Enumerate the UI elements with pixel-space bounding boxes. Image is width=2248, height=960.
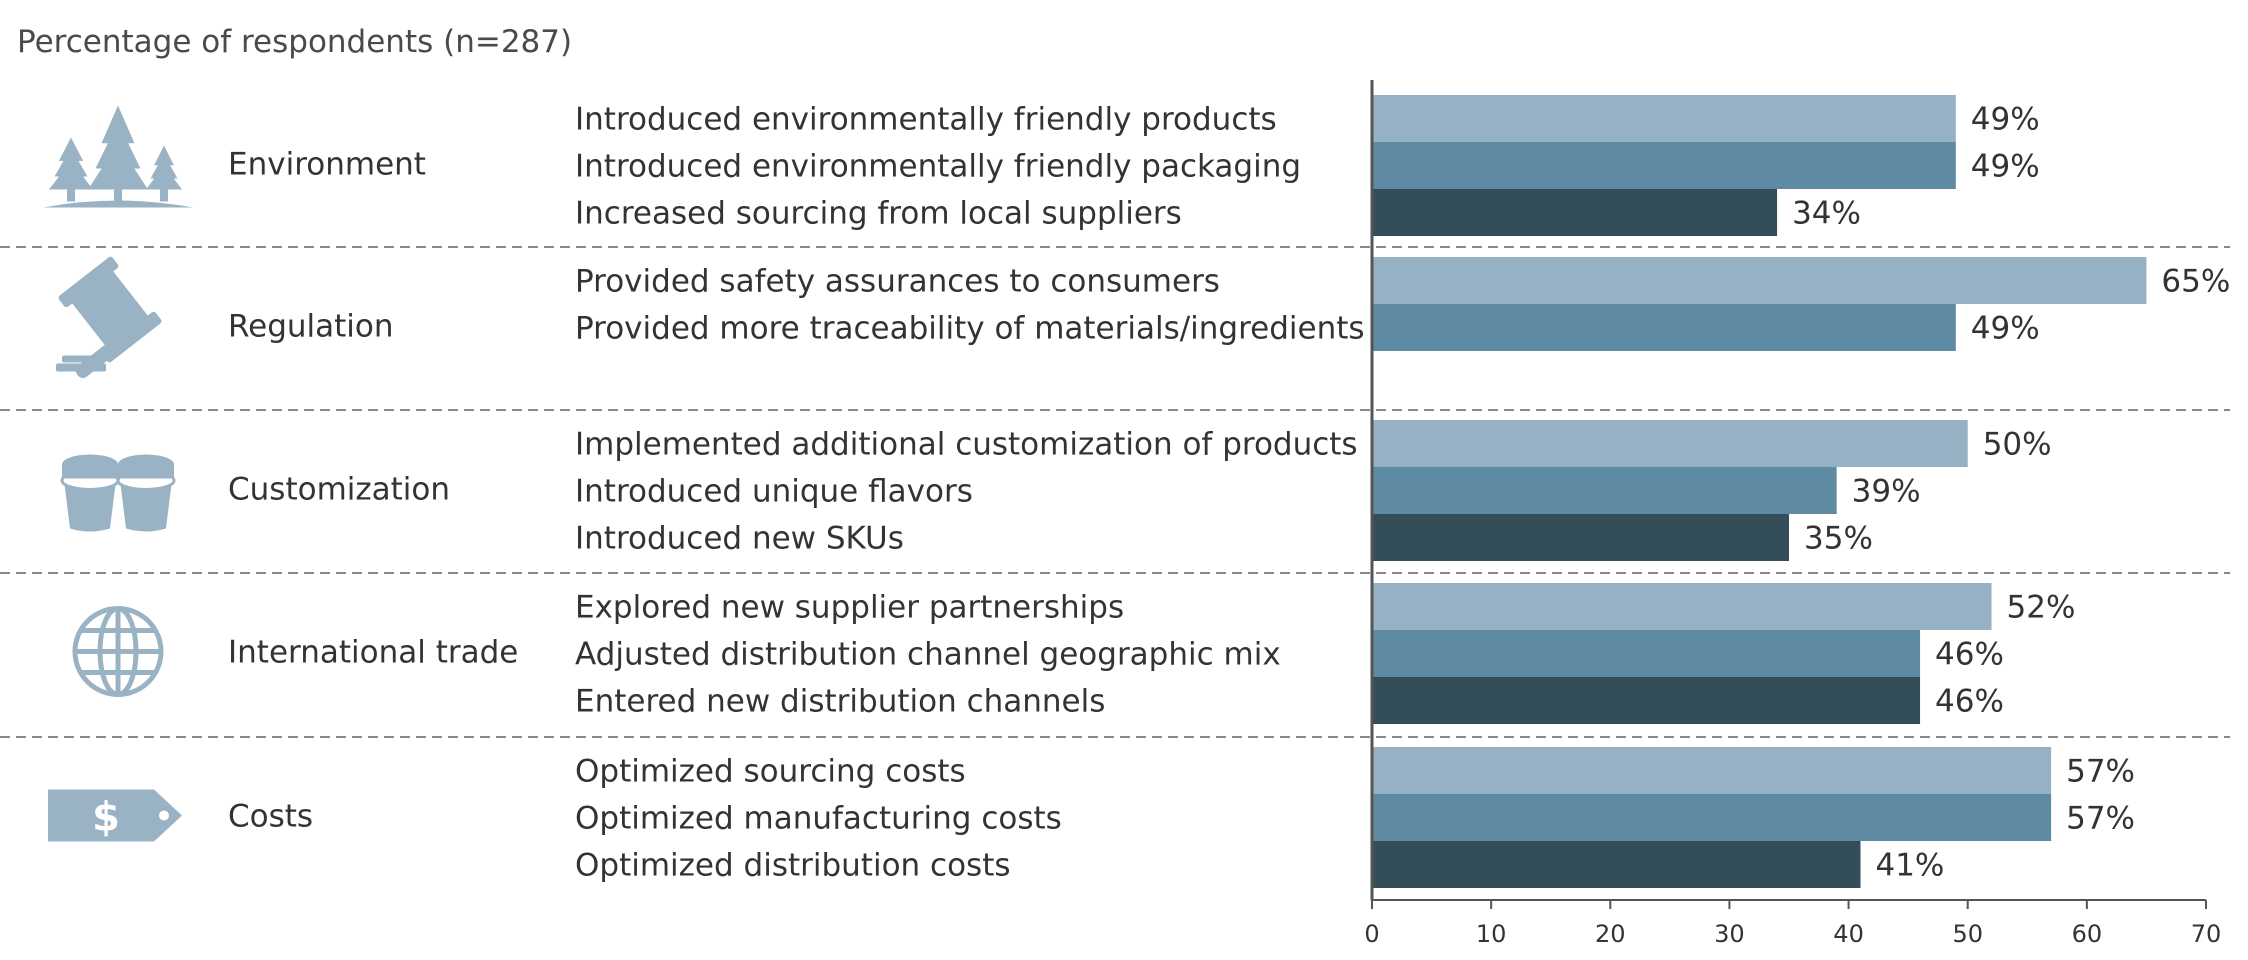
value-label: 39%: [1852, 474, 1921, 510]
bar: [1372, 95, 1956, 142]
x-tick-label: 10: [1476, 920, 1507, 948]
bar: [1372, 467, 1837, 514]
bar: [1372, 630, 1921, 677]
value-label: 46%: [1935, 637, 2004, 673]
item-label: Introduced environmentally friendly pack…: [575, 149, 1301, 185]
category-label: Customization: [228, 472, 450, 508]
bar: [1372, 677, 1921, 724]
value-label: 52%: [2007, 590, 2076, 626]
chart-subtitle: Percentage of respondents (n=287): [17, 24, 573, 60]
bar: [1372, 304, 1956, 351]
value-label: 35%: [1804, 521, 1873, 557]
category-label: Regulation: [228, 309, 394, 345]
item-label: Entered new distribution channels: [575, 684, 1105, 720]
group-separators: [0, 246, 2230, 738]
item-label: Optimized distribution costs: [575, 848, 1011, 884]
value-label: 49%: [1971, 311, 2040, 347]
item-labels: Introduced environmentally friendly prod…: [575, 102, 1365, 884]
bar: [1372, 257, 2147, 304]
x-tick-label: 70: [2191, 920, 2222, 948]
bar: [1372, 747, 2052, 794]
category-labels: Environment Regulation Customization Intern…: [228, 147, 518, 835]
value-label: 50%: [1983, 427, 2052, 463]
item-label: Introduced new SKUs: [575, 521, 904, 557]
category-label: Environment: [228, 147, 426, 183]
value-label: 57%: [2066, 801, 2135, 837]
item-label: Introduced environmentally friendly prod…: [575, 102, 1277, 138]
item-label: Provided safety assurances to consumers: [575, 264, 1220, 300]
x-tick-label: 0: [1364, 920, 1379, 948]
item-label: Explored new supplier partnerships: [575, 590, 1124, 626]
x-tick-label: 20: [1595, 920, 1626, 948]
bar: [1372, 514, 1789, 561]
item-label: Introduced unique flavors: [575, 474, 973, 510]
svg-text:$: $: [92, 795, 120, 841]
value-label: 41%: [1875, 848, 1944, 884]
item-label: Adjusted distribution channel geographic…: [575, 637, 1281, 673]
bars: [1372, 95, 2147, 888]
x-tick-label: 40: [1833, 920, 1864, 948]
value-label: 57%: [2066, 754, 2135, 790]
value-label: 49%: [1971, 102, 2040, 138]
value-label: 65%: [2161, 264, 2230, 300]
x-axis: 0 10 20 30 40 50 60 70: [1364, 80, 2221, 948]
bar: [1372, 583, 1992, 630]
globe-icon: [72, 606, 164, 697]
x-tick-label: 50: [1952, 920, 1983, 948]
bar: [1372, 794, 2052, 841]
item-label: Implemented additional customization of …: [575, 427, 1358, 463]
value-label: 46%: [1935, 684, 2004, 720]
item-label: Optimized manufacturing costs: [575, 801, 1062, 837]
item-label: Provided more traceability of materials/…: [575, 311, 1365, 347]
item-label: Optimized sourcing costs: [575, 754, 966, 790]
trees-icon: [43, 105, 193, 208]
bar: [1372, 142, 1956, 189]
category-icons: $: [43, 105, 193, 842]
category-label: International trade: [228, 635, 518, 671]
value-label: 49%: [1971, 149, 2040, 185]
value-labels: 49%49%34%65%49%50%39%35%52%46%46%57%57%4…: [1792, 102, 2230, 884]
category-label: Costs: [228, 799, 313, 835]
cups-icon: [60, 454, 176, 532]
bar: [1372, 420, 1968, 467]
bar: [1372, 841, 1861, 888]
x-tick-label: 30: [1714, 920, 1745, 948]
price-tag-icon: $: [48, 789, 182, 842]
x-tick-label: 60: [2072, 920, 2103, 948]
gavel-icon: [56, 256, 162, 378]
item-label: Increased sourcing from local suppliers: [575, 196, 1182, 232]
bar: [1372, 189, 1778, 236]
value-label: 34%: [1792, 196, 1861, 232]
